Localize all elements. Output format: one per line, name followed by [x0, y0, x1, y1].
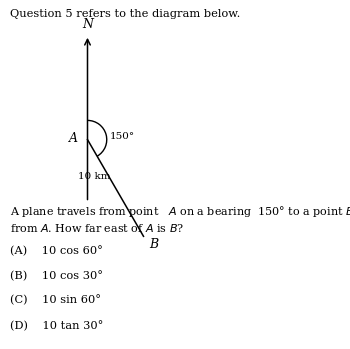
Text: from $\mathit{A}$. How far east of $\mathit{A}$ is $\mathit{B}$?: from $\mathit{A}$. How far east of $\mat… [10, 222, 185, 233]
Text: (D)    10 tan 30°: (D) 10 tan 30° [10, 320, 104, 331]
Text: Question 5 refers to the diagram below.: Question 5 refers to the diagram below. [10, 9, 241, 19]
Text: B: B [149, 238, 158, 251]
Text: (C)    10 sin 60°: (C) 10 sin 60° [10, 295, 102, 305]
Text: N: N [82, 18, 93, 31]
Text: (A)    10 cos 60°: (A) 10 cos 60° [10, 246, 103, 257]
Text: (B)    10 cos 30°: (B) 10 cos 30° [10, 270, 104, 281]
Text: A plane travels from point   $\mathit{A}$ on a bearing  150° to a point $\mathit: A plane travels from point $\mathit{A}$ … [10, 204, 350, 219]
Text: 10 km: 10 km [78, 172, 111, 181]
Text: 150°: 150° [110, 132, 135, 141]
Text: A: A [69, 132, 78, 145]
